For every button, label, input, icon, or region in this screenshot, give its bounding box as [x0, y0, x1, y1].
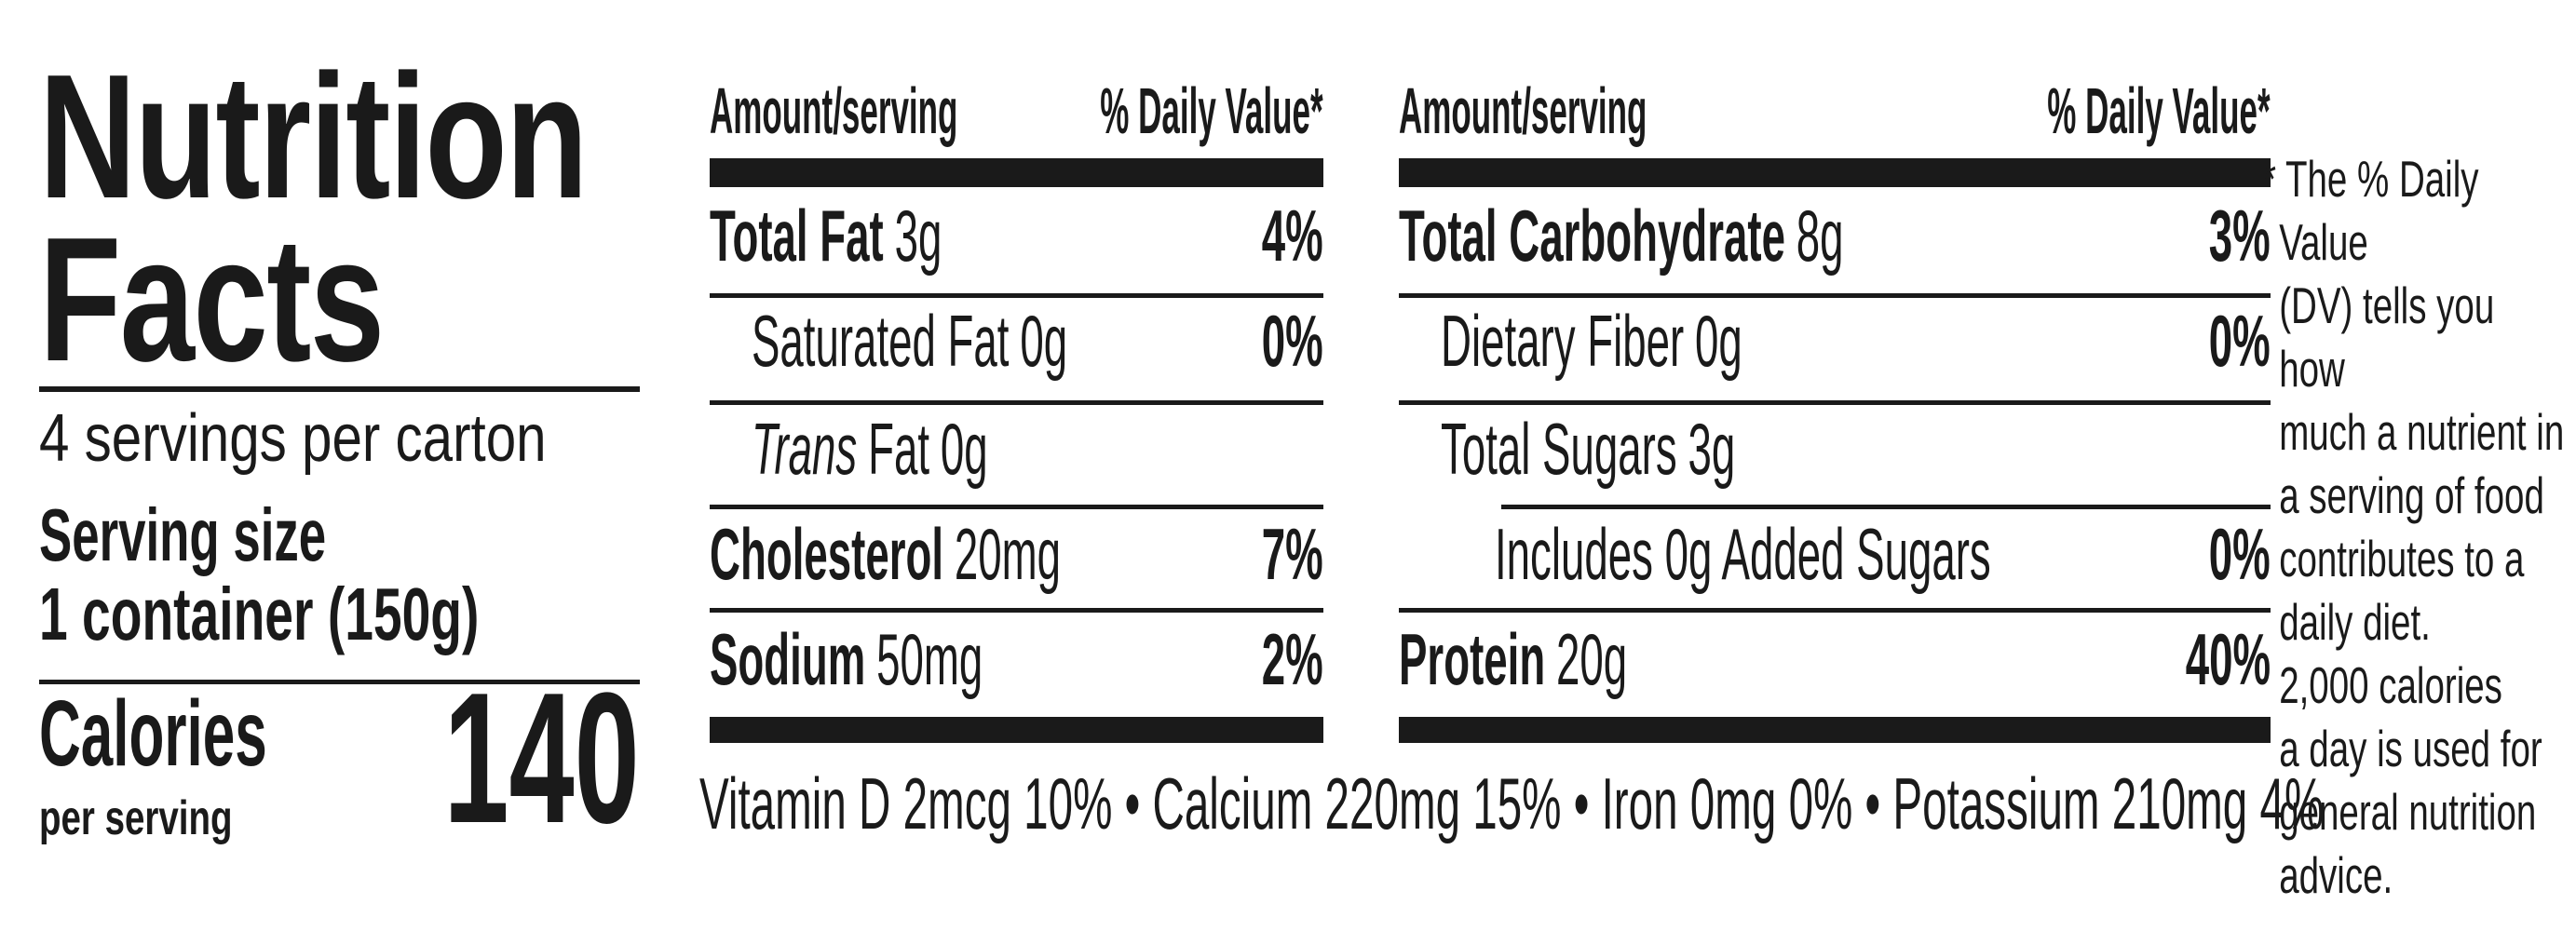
nutrient-name: Fat — [868, 408, 930, 490]
thin-rule — [710, 400, 1323, 405]
nutrient-daily-value: 0% — [1262, 300, 1323, 382]
nutrient-amount: 0g — [1695, 300, 1742, 382]
calories-value: 140 — [443, 654, 640, 862]
thick-bar — [710, 158, 1323, 187]
label-summary-panel: Nutrition Facts 4 servings per carton Se… — [39, 0, 640, 931]
nutrient-name: Total Fat — [710, 195, 884, 277]
nutrient-amount: 8g — [1796, 195, 1844, 277]
nutrient-daily-value: 0% — [2209, 513, 2271, 595]
thin-rule — [1399, 608, 2271, 613]
micronutrients-line: Vitamin D 2mcg 10% • Calcium 220mg 15% •… — [699, 762, 2325, 844]
nutrient-daily-value: 7% — [1262, 513, 1323, 595]
servings-per-carton: 4 servings per carton — [39, 401, 547, 476]
nutrient-name: Saturated Fat — [752, 300, 1010, 382]
thin-rule — [710, 293, 1323, 298]
nutrient-name: Total Sugars — [1441, 408, 1677, 490]
row-dietary-fiber: Dietary Fiber 0g 0% — [1399, 304, 2271, 390]
nutrient-name: Includes 0g Added Sugars — [1495, 513, 1991, 595]
title-line-1: Nutrition — [39, 38, 588, 236]
amount-per-serving-header: Amount/serving — [710, 74, 958, 147]
nutrient-amount: 3g — [1688, 408, 1736, 490]
column-header: Amount/serving % Daily Value* — [1399, 78, 2271, 153]
nutrient-name: Protein — [1399, 618, 1546, 700]
nutrient-amount: 20mg — [954, 513, 1062, 595]
row-total-carbohydrate: Total Carbohydrate 8g 3% — [1399, 199, 2271, 285]
nutrient-name: Cholesterol — [710, 513, 944, 595]
title-line-2: Facts — [39, 200, 385, 398]
daily-value-footnote: * The % Daily Value (DV) tells you how m… — [2262, 147, 2569, 907]
nutrient-amount: 20g — [1556, 618, 1628, 700]
row-cholesterol: Cholesterol 20mg 7% — [710, 518, 1323, 603]
thin-rule — [710, 608, 1323, 613]
nutrient-daily-value: 40% — [2185, 618, 2271, 700]
amount-per-serving-header: Amount/serving — [1399, 74, 1647, 147]
serving-size-value: 1 container (150g) — [39, 573, 480, 655]
thin-rule — [710, 505, 1323, 509]
daily-value-header: % Daily Value* — [1100, 74, 1323, 147]
nutrient-name: Sodium — [710, 618, 866, 700]
column-header: Amount/serving % Daily Value* — [710, 78, 1323, 153]
nutrient-daily-value: 2% — [1262, 618, 1323, 700]
thick-bar — [1399, 158, 2271, 187]
nutrient-daily-value: 4% — [1262, 195, 1323, 277]
divider-rule — [39, 386, 640, 392]
nutrient-amount: 0g — [940, 408, 988, 490]
thick-bar — [1399, 717, 2271, 743]
serving-size-label: Serving size — [39, 493, 327, 576]
nutrition-facts-title: Nutrition Facts — [39, 38, 588, 398]
nutrient-amount: 50mg — [876, 618, 983, 700]
calories-label: Calories — [39, 681, 267, 786]
row-added-sugars: Includes 0g Added Sugars 0% — [1399, 518, 2271, 603]
nutrient-column-carb-protein: Amount/serving % Daily Value* Total Carb… — [1399, 0, 2271, 931]
nutrient-amount: 3g — [894, 195, 942, 277]
footnote-asterisk: * — [2262, 150, 2276, 208]
nutrient-name: Dietary Fiber — [1441, 300, 1685, 382]
nutrient-name: Total Carbohydrate — [1399, 195, 1785, 277]
calories-sublabel: per serving — [39, 791, 233, 845]
nutrient-daily-value: 3% — [2209, 195, 2271, 277]
row-trans-fat: Trans Fat 0g — [710, 412, 1323, 498]
row-total-fat: Total Fat 3g 4% — [710, 199, 1323, 285]
daily-value-header: % Daily Value* — [2047, 74, 2271, 147]
row-total-sugars: Total Sugars 3g — [1399, 412, 2271, 498]
divider-rule — [39, 680, 640, 684]
thick-bar — [710, 717, 1323, 743]
thin-rule-indented — [1501, 505, 2271, 509]
thin-rule — [1399, 400, 2271, 405]
nutrient-column-fat-sodium: Amount/serving % Daily Value* Total Fat 3… — [710, 0, 1323, 931]
row-saturated-fat: Saturated Fat 0g 0% — [710, 304, 1323, 390]
thin-rule — [1399, 293, 2271, 298]
row-protein: Protein 20g 40% — [1399, 623, 2271, 708]
nutrient-name-italic: Trans — [752, 408, 858, 490]
nutrient-amount: 0g — [1020, 300, 1068, 382]
nutrient-daily-value: 0% — [2209, 300, 2271, 382]
row-sodium: Sodium 50mg 2% — [710, 623, 1323, 708]
footnote-text: The % Daily Value (DV) tells you how muc… — [2279, 150, 2565, 904]
